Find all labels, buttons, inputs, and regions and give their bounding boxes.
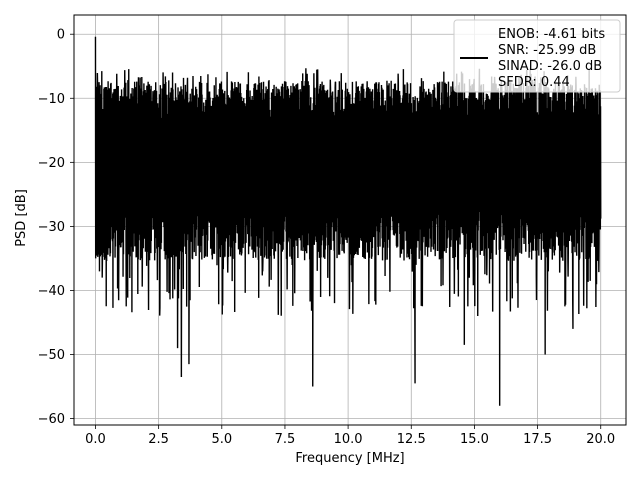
y-axis-label: PSD [dB] bbox=[14, 189, 29, 247]
x-tick-label: 15.0 bbox=[460, 432, 489, 447]
legend-entry-sinad: SINAD: -26.0 dB bbox=[498, 59, 602, 74]
legend: ENOB: -4.61 bits SNR: -25.99 dB SINAD: -… bbox=[453, 19, 621, 93]
y-axis-ticks: 0 −10 −20 −30 −40 −50 −60 bbox=[38, 28, 74, 427]
x-tick-label: 7.5 bbox=[275, 432, 296, 447]
x-tick-label: 5.0 bbox=[211, 432, 232, 447]
x-tick-label: 0.0 bbox=[85, 432, 106, 447]
series-layer bbox=[94, 36, 602, 406]
y-tick-label: −50 bbox=[38, 348, 65, 363]
x-tick-label: 2.5 bbox=[148, 432, 169, 447]
legend-entry-snr: SNR: -25.99 dB bbox=[498, 43, 596, 58]
y-tick-label: −60 bbox=[38, 412, 65, 427]
y-tick-label: −20 bbox=[38, 156, 65, 171]
x-tick-label: 17.5 bbox=[523, 432, 552, 447]
x-tick-label: 12.5 bbox=[397, 432, 426, 447]
x-tick-label: 10.0 bbox=[334, 432, 363, 447]
psd-series-line bbox=[94, 36, 602, 406]
legend-entry-enob: ENOB: -4.61 bits bbox=[498, 27, 605, 42]
y-tick-label: −10 bbox=[38, 92, 65, 107]
plot-frame bbox=[73, 14, 627, 426]
x-axis-label: Frequency [MHz] bbox=[295, 451, 404, 466]
y-tick-label: −30 bbox=[38, 220, 65, 235]
legend-entry-sfdr: SFDR: 0.44 bbox=[498, 75, 570, 90]
y-tick-label: 0 bbox=[57, 28, 65, 43]
legend-box bbox=[453, 19, 621, 93]
x-axis-ticks: 0.0 2.5 5.0 7.5 10.0 12.5 15.0 17.5 20.0 bbox=[85, 425, 615, 447]
y-tick-label: −40 bbox=[38, 284, 65, 299]
x-tick-label: 20.0 bbox=[586, 432, 615, 447]
